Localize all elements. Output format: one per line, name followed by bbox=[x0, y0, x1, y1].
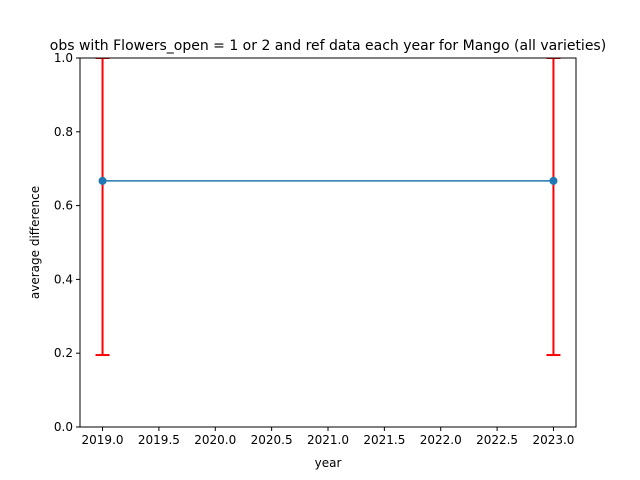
x-tick-label: 2020.5 bbox=[251, 433, 293, 447]
chart-title: obs with Flowers_open = 1 or 2 and ref d… bbox=[50, 38, 606, 54]
y-tick-label: 0.0 bbox=[54, 420, 73, 434]
x-tick-label: 2020.0 bbox=[194, 433, 236, 447]
x-tick-label: 2019.5 bbox=[138, 433, 180, 447]
x-tick-label: 2019.0 bbox=[82, 433, 124, 447]
x-tick-label: 2022.0 bbox=[420, 433, 462, 447]
axis-ticks: 2019.0 2019.5 2020.0 2020.5 2021.0 2021.5 2022… bbox=[54, 51, 575, 447]
data-point bbox=[549, 176, 558, 185]
y-tick-label: 0.2 bbox=[54, 346, 73, 360]
data-point bbox=[98, 176, 107, 185]
x-tick-label: 2023.0 bbox=[532, 433, 574, 447]
x-axis-label: year bbox=[315, 456, 342, 470]
x-tick-label: 2021.5 bbox=[363, 433, 405, 447]
x-tick-label: 2021.0 bbox=[307, 433, 349, 447]
x-tick-label: 2022.5 bbox=[476, 433, 518, 447]
y-tick-label: 0.8 bbox=[54, 125, 73, 139]
y-tick-label: 0.6 bbox=[54, 199, 73, 213]
axes-frame bbox=[79, 57, 577, 428]
y-axis-label: average difference bbox=[28, 186, 42, 299]
plot-area bbox=[95, 58, 561, 357]
y-tick-label: 0.4 bbox=[54, 272, 73, 286]
y-tick-label: 1.0 bbox=[54, 51, 73, 65]
